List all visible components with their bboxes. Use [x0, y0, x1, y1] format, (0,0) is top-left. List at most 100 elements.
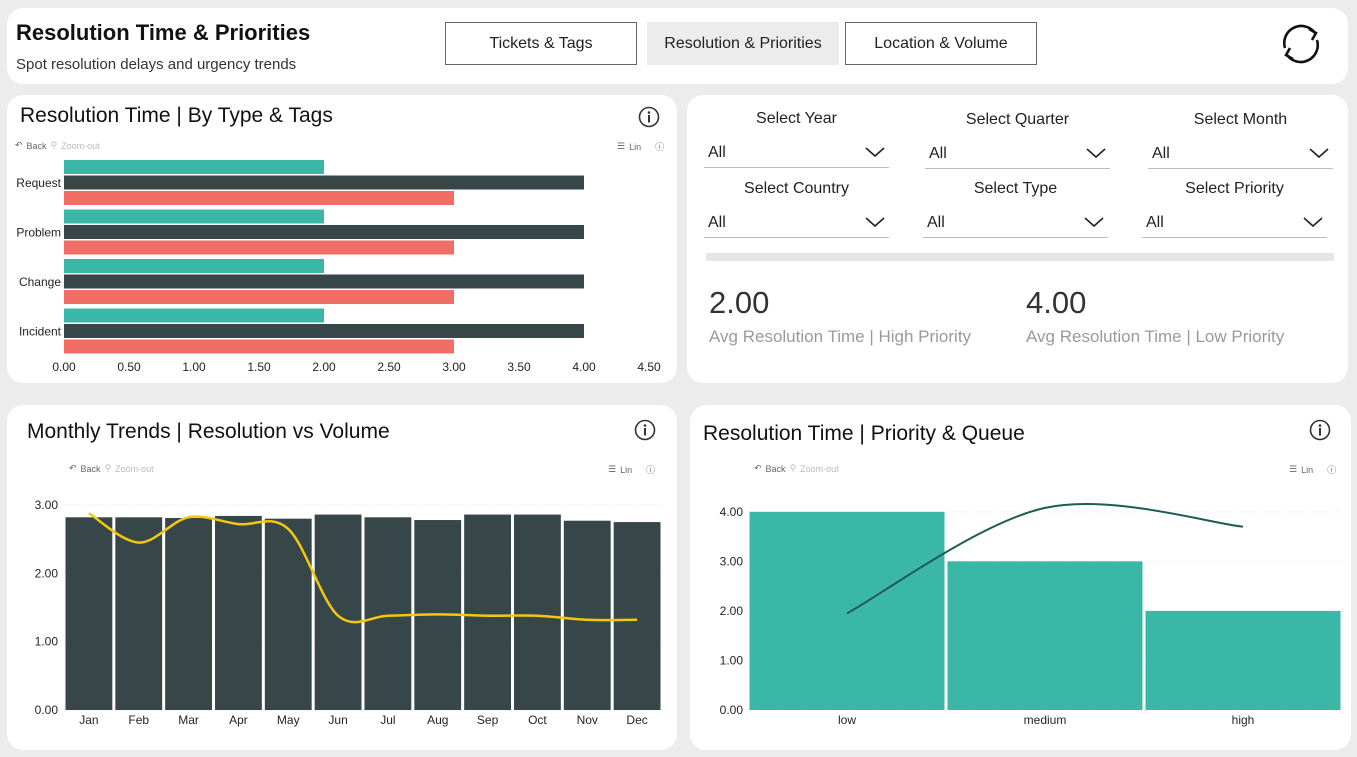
x-tick-label: Dec — [626, 713, 647, 727]
bar — [64, 225, 584, 239]
bar — [749, 511, 945, 710]
x-tick-label: medium — [1024, 713, 1067, 727]
x-tick-label: high — [1232, 713, 1255, 727]
bar — [64, 308, 324, 323]
back-icon[interactable]: ↶ — [15, 140, 23, 150]
bar — [464, 514, 511, 710]
scale-toggle[interactable]: Lin — [1301, 464, 1314, 475]
help-icon[interactable]: ⓘ — [655, 142, 665, 152]
bar — [64, 209, 324, 224]
filter-month-label: Select Month — [1193, 111, 1288, 128]
bar — [64, 324, 584, 338]
divider-bar — [706, 253, 1334, 261]
x-tick-label: 4.50 — [637, 360, 661, 374]
filter-year-dropdown[interactable]: All — [704, 138, 889, 168]
bar — [115, 517, 163, 710]
info-icon[interactable] — [638, 106, 660, 128]
back-button[interactable]: Back — [26, 140, 47, 151]
filter-month-value: All — [1152, 144, 1170, 162]
y-tick-label: 1.00 — [35, 635, 59, 649]
y-tick-label: 1.00 — [720, 653, 744, 667]
filter-month-dropdown[interactable]: All — [1148, 139, 1333, 169]
y-tick-label: 3.00 — [720, 554, 744, 568]
y-tick-label: 2.00 — [720, 604, 744, 618]
chart3-plot: 0.00 1.00 2.00 3.00 4.00 low medium high — [720, 502, 1342, 727]
zoom-out-button: Zoom-out — [61, 140, 100, 151]
x-tick-label: Jan — [79, 713, 98, 727]
scale-toggle[interactable]: Lin — [620, 464, 633, 475]
zoom-out-icon: ⚲ — [104, 463, 112, 473]
page-title: Resolution Time & Priorities — [16, 20, 311, 45]
filter-quarter-label: Select Quarter — [965, 111, 1070, 128]
back-icon[interactable]: ↶ — [754, 463, 762, 473]
x-tick-label: 1.00 — [182, 360, 206, 374]
bar — [314, 514, 362, 710]
filter-panel: Select Year All Select Quarter All Selec… — [687, 95, 1348, 383]
filter-type-dropdown[interactable]: All — [923, 208, 1108, 238]
filter-priority-value: All — [1146, 213, 1164, 231]
x-tick-label: Sep — [477, 713, 499, 727]
bar — [215, 515, 262, 710]
bar — [514, 514, 561, 710]
header-panel: Resolution Time & Priorities Spot resolu… — [7, 8, 1348, 84]
y-tick-label: 4.00 — [720, 505, 744, 519]
back-icon[interactable]: ↶ — [69, 463, 77, 473]
back-button[interactable]: Back — [80, 463, 101, 474]
bar — [264, 518, 312, 710]
x-tick-label: Nov — [577, 713, 598, 727]
info-icon[interactable] — [1309, 419, 1331, 441]
x-tick-label: 1.50 — [247, 360, 271, 374]
kpi-high-priority-label: Avg Resolution Time | High Priority — [709, 327, 972, 346]
back-button[interactable]: Back — [765, 463, 786, 474]
category-label: Incident — [19, 325, 62, 339]
x-tick-label: Jul — [380, 713, 395, 727]
series-line — [88, 512, 638, 624]
chart1-title: Resolution Time | By Type & Tags — [20, 104, 333, 127]
chart3-panel: Resolution Time | Priority & Queue ↶ Bac… — [690, 405, 1351, 750]
tab-tickets-tags[interactable]: Tickets & Tags — [445, 22, 637, 65]
bar — [64, 274, 584, 289]
bar — [64, 160, 324, 174]
x-tick-label: 2.50 — [377, 360, 401, 374]
help-icon[interactable]: ⓘ — [1327, 465, 1337, 475]
y-tick-label: 3.00 — [35, 498, 59, 512]
filter-quarter-value: All — [929, 144, 947, 162]
filter-year-label: Select Year — [756, 110, 837, 127]
bar — [64, 175, 584, 190]
bar — [947, 561, 1143, 710]
zoom-out-icon: ⚲ — [50, 140, 58, 150]
x-tick-label: Jun — [328, 713, 347, 727]
kpi-high-priority-value: 2.00 — [709, 285, 770, 320]
x-tick-label: May — [277, 713, 300, 727]
help-icon[interactable]: ⓘ — [646, 465, 656, 475]
chevron-down-icon — [1303, 217, 1323, 228]
tab-resolution-priorities[interactable]: Resolution & Priorities — [647, 22, 839, 65]
filter-priority-dropdown[interactable]: All — [1142, 208, 1327, 238]
refresh-icon[interactable] — [1275, 18, 1327, 70]
tab-location-volume[interactable]: Location & Volume — [845, 22, 1037, 65]
x-tick-label: 3.50 — [507, 360, 531, 374]
zoom-out-icon: ⚲ — [789, 463, 797, 473]
chart1-panel: Resolution Time | By Type & Tags ↶ Back … — [7, 95, 677, 383]
scale-toggle[interactable]: Lin — [629, 141, 642, 152]
x-tick-label: 2.00 — [312, 360, 336, 374]
x-tick-label: 3.00 — [442, 360, 466, 374]
info-icon[interactable] — [634, 419, 656, 441]
list-icon[interactable]: ☰ — [608, 464, 617, 474]
category-label: Change — [19, 275, 61, 289]
bar — [165, 517, 212, 710]
chevron-down-icon — [865, 217, 885, 228]
series-line — [846, 502, 1244, 615]
filter-type-label: Select Type — [973, 180, 1058, 197]
list-icon[interactable]: ☰ — [1289, 464, 1298, 474]
list-icon[interactable]: ☰ — [617, 141, 626, 151]
bar — [64, 240, 454, 255]
y-tick-label: 2.00 — [35, 566, 59, 580]
chart2-title: Monthly Trends | Resolution vs Volume — [27, 420, 390, 443]
filter-quarter-dropdown[interactable]: All — [925, 139, 1110, 169]
filter-country-dropdown[interactable]: All — [704, 208, 889, 238]
x-tick-label: 0.50 — [117, 360, 141, 374]
chevron-down-icon — [1084, 217, 1104, 228]
page-subtitle: Spot resolution delays and urgency trend… — [16, 56, 297, 73]
bar — [64, 290, 454, 304]
